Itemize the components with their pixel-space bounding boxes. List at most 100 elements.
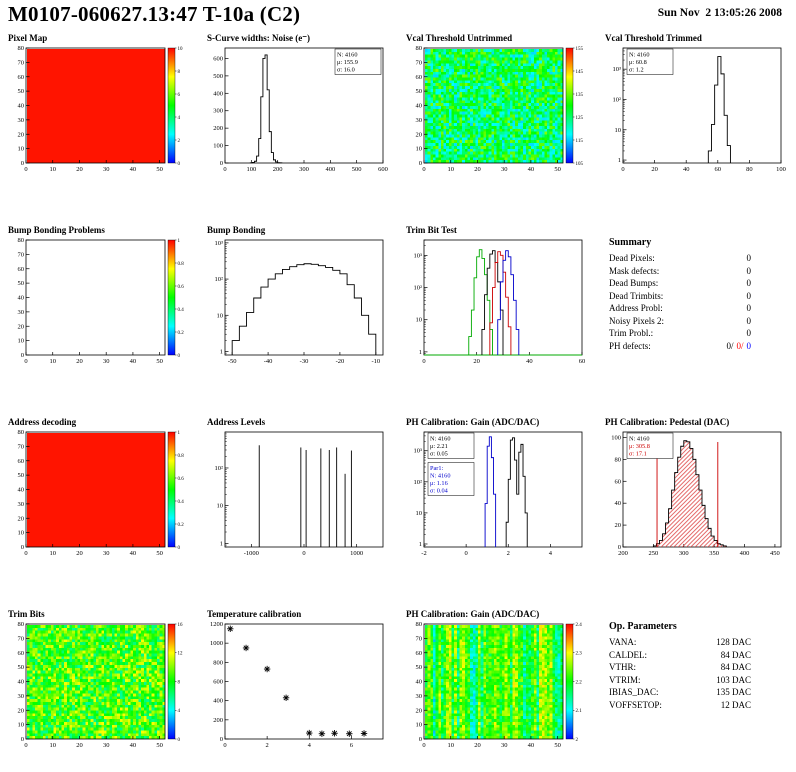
svg-text:4: 4	[178, 709, 181, 714]
svg-text:30: 30	[501, 742, 508, 749]
svg-text:40: 40	[416, 679, 423, 686]
param-label: Address Probl:	[609, 303, 663, 313]
svg-text:800: 800	[213, 659, 223, 666]
svg-text:125: 125	[576, 116, 584, 121]
panel-scurve-noise: S-Curve widths: Noise (e⁻) 0 100 200 300 400…	[199, 32, 398, 224]
panel-bump-bonding: Bump Bonding -50 -40 -30 -20 -10 1 10 10² 10³	[199, 224, 398, 416]
param-row: PH defects: 0/0/0	[609, 340, 751, 353]
svg-text:4: 4	[308, 742, 312, 749]
svg-text:N: 4160: N: 4160	[430, 436, 450, 443]
param-value: 128 DAC	[716, 637, 751, 647]
svg-text:50: 50	[18, 280, 25, 287]
svg-text:20: 20	[76, 742, 83, 749]
svg-text:100: 100	[213, 143, 223, 150]
svg-text:10: 10	[217, 312, 224, 319]
temperature-calibration-axes: 0 2 4 6 0 200 400 600 800 1000 1200	[210, 621, 384, 749]
svg-text:30: 30	[103, 166, 110, 173]
svg-text:135: 135	[576, 93, 584, 98]
svg-text:50: 50	[416, 664, 423, 671]
svg-text:80: 80	[615, 456, 622, 463]
chart-title-ph-pedestal: PH Calibration: Pedestal (DAC)	[605, 417, 730, 427]
param-label: VTRIM:	[609, 674, 641, 685]
svg-text:60: 60	[615, 478, 622, 485]
vcal-threshold-untrimmed-heatmap	[424, 48, 563, 163]
svg-text:N: 4160: N: 4160	[629, 436, 649, 443]
svg-text:0: 0	[21, 352, 24, 359]
chart-title-ph-gain-hist: PH Calibration: Gain (ADC/DAC)	[406, 417, 540, 427]
svg-text:2: 2	[178, 139, 181, 144]
svg-text:μ: 305.8: μ: 305.8	[629, 443, 650, 450]
svg-text:60: 60	[18, 650, 25, 657]
svg-text:10: 10	[416, 510, 423, 517]
svg-text:40: 40	[528, 742, 535, 749]
svg-text:70: 70	[416, 59, 423, 66]
svg-text:2.3: 2.3	[576, 652, 583, 657]
param-row: Trim Probl.: 0	[609, 327, 751, 340]
svg-text:600: 600	[213, 55, 223, 62]
param-value: 103 DAC	[716, 674, 751, 685]
svg-text:40: 40	[683, 166, 690, 173]
trim-bit-test-plot: 0 20 40 60 1 10 10² 10³	[398, 236, 590, 368]
svg-text:0: 0	[465, 550, 468, 557]
svg-text:1: 1	[220, 540, 223, 547]
svg-text:30: 30	[103, 550, 110, 557]
panel-temperature-calibration: Temperature calibration 0 2 4 6 0 200 400 600 80…	[199, 608, 398, 772]
svg-text:0: 0	[419, 160, 422, 167]
svg-text:2.1: 2.1	[576, 709, 583, 714]
svg-text:30: 30	[103, 742, 110, 749]
summary-block: Summary Dead Pixels: 0 Mask defects: 0 Dead …	[597, 224, 796, 352]
svg-text:-40: -40	[264, 358, 273, 365]
address-decoding-plot: 0 10 20 30 40 50 0 10 20 30 40 50 60 70 80 1 0.8 0.6 0.4 0.…	[0, 428, 192, 560]
chart-title-bump-problems: Bump Bonding Problems	[8, 225, 105, 235]
svg-text:10³: 10³	[613, 66, 622, 73]
svg-text:115: 115	[576, 139, 584, 144]
svg-text:40: 40	[130, 742, 137, 749]
svg-text:10: 10	[18, 722, 25, 729]
svg-text:-10: -10	[371, 358, 380, 365]
param-row: Dead Trimbits: 0	[609, 290, 751, 303]
param-label: VOFFSETOP:	[609, 699, 662, 710]
param-row: Mask defects: 0	[609, 265, 751, 278]
svg-text:10³: 10³	[414, 448, 423, 455]
svg-text:μ: 1.16: μ: 1.16	[430, 480, 448, 487]
svg-text:600: 600	[213, 679, 223, 686]
param-row: VANA: 128 DAC	[609, 636, 751, 649]
svg-text:σ: 17.1: σ: 17.1	[629, 451, 647, 458]
chart-title-trim-bit-test: Trim Bit Test	[406, 225, 457, 235]
panel-summary: Summary Dead Pixels: 0 Mask defects: 0 Dead …	[597, 224, 796, 416]
svg-text:40: 40	[526, 358, 533, 365]
svg-text:10²: 10²	[215, 465, 224, 472]
panel-ph-gain-hist: PH Calibration: Gain (ADC/DAC) -2 0 2 4 1 10 1…	[398, 416, 597, 608]
svg-text:μ: 155.9: μ: 155.9	[337, 59, 358, 66]
svg-text:40: 40	[130, 550, 137, 557]
svg-text:50: 50	[18, 472, 25, 479]
svg-text:0: 0	[223, 166, 226, 173]
svg-text:350: 350	[709, 550, 719, 557]
svg-text:2: 2	[576, 738, 579, 743]
svg-text:0: 0	[21, 544, 24, 551]
svg-text:80: 80	[416, 45, 423, 52]
chart-title-vcal-trimmed: Vcal Threshold Trimmed	[605, 33, 702, 43]
svg-text:80: 80	[746, 166, 753, 173]
param-row: VTHR: 84 DAC	[609, 661, 751, 674]
svg-text:-1000: -1000	[244, 550, 259, 557]
svg-text:10: 10	[49, 742, 56, 749]
panel-ph-gain-map: PH Calibration: Gain (ADC/DAC) 0 10 20 30 40…	[398, 608, 597, 772]
address-levels-axes: -1000 0 1000 1 10 10²	[215, 431, 384, 557]
svg-text:8: 8	[178, 680, 181, 685]
param-label: Dead Trimbits:	[609, 290, 664, 301]
chart-title-scurve-noise: S-Curve widths: Noise (e⁻)	[207, 33, 310, 43]
svg-text:16: 16	[178, 623, 184, 628]
svg-text:40: 40	[18, 295, 25, 302]
chart-title-ph-gain-map: PH Calibration: Gain (ADC/DAC)	[406, 609, 540, 619]
svg-text:1000: 1000	[350, 550, 363, 557]
svg-text:0: 0	[178, 354, 181, 359]
param-row: Address Probl: 0	[609, 302, 751, 315]
panel-vcal-threshold-trimmed: Vcal Threshold Trimmed 0 20 40 60 80 100 1 10 10…	[597, 32, 796, 224]
svg-text:10: 10	[178, 47, 184, 52]
svg-text:N: 4160: N: 4160	[629, 52, 649, 59]
bump-bonding-axes: -50 -40 -30 -20 -10 1 10 10² 10³	[215, 239, 384, 365]
svg-text:60: 60	[579, 358, 586, 365]
svg-text:40: 40	[416, 103, 423, 110]
